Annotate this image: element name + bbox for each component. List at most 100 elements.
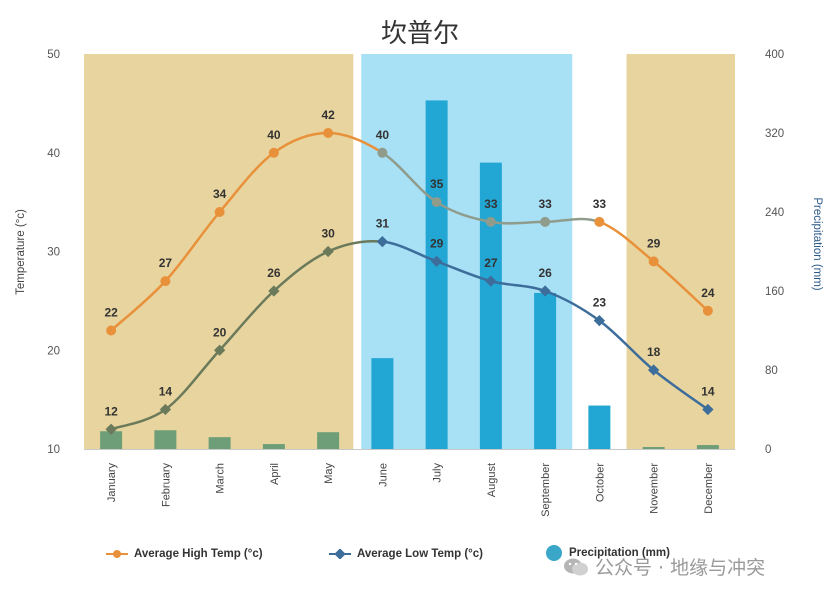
data-labels: 22 27 34 40 42 40 35 33 33 33 29 24 12 14 20 26 30 31 29 27… <box>104 108 714 418</box>
watermark-text: 公众号 · 地缘与冲突 <box>595 557 766 579</box>
low-temp-line-segment <box>436 260 492 283</box>
legend-item-high[interactable]: Average High Temp (°c) <box>106 548 263 560</box>
low-temp-label: 20 <box>213 325 227 339</box>
low-temp-point <box>485 275 497 287</box>
high-temp-line-segment <box>218 151 275 213</box>
x-axis-category-label: April <box>269 463 281 485</box>
season-band <box>626 54 735 449</box>
low-temp-point <box>539 285 551 297</box>
high-temp-label: 22 <box>104 306 118 320</box>
high-temp-label: 29 <box>647 236 661 250</box>
low-temp-label: 30 <box>321 227 335 241</box>
low-temp-label: 26 <box>538 266 552 280</box>
left-axis-tick: 30 <box>47 247 60 259</box>
right-axis-title: Precipitation (mm) <box>811 197 823 290</box>
left-axis-title: Temperature (°c) <box>15 209 27 295</box>
high-temp-line-segment <box>490 220 546 225</box>
low-temp-label: 27 <box>484 256 498 270</box>
precipitation-bar <box>588 405 611 449</box>
high-temp-label: 33 <box>538 197 552 211</box>
low-temp-label: 29 <box>430 236 444 250</box>
low-temp-label: 31 <box>376 217 390 231</box>
legend-high-swatch <box>106 550 128 558</box>
high-temp-label: 34 <box>213 187 227 201</box>
low-temp-point <box>593 314 606 327</box>
precipitation-bar <box>208 437 231 449</box>
low-temp-line-segment <box>544 289 601 322</box>
high-temp-point <box>106 325 117 336</box>
right-axis-tick: 240 <box>765 207 784 219</box>
right-axis-tick: 160 <box>765 286 784 298</box>
left-axis-tick: 10 <box>47 444 60 456</box>
low-temp-label: 14 <box>701 385 715 399</box>
axes: 10 20 30 40 50 0 80 160 240 320 400 Temperature (°c… <box>15 49 823 517</box>
legend-item-low[interactable]: Average Low Temp (°c) <box>329 548 483 560</box>
left-axis-tick: 50 <box>47 49 60 61</box>
high-temp-point <box>648 256 659 267</box>
high-temp-label: 42 <box>321 108 335 122</box>
x-axis-category-label: October <box>594 463 606 502</box>
left-axis-tick: 40 <box>47 148 60 160</box>
watermark: 公众号 · 地缘与冲突 <box>563 553 765 580</box>
x-axis-category-label: February <box>160 463 172 508</box>
low-temp-label: 23 <box>593 296 607 310</box>
high-temp-label: 27 <box>159 256 173 270</box>
precipitation-bar <box>100 431 123 449</box>
high-temp-point <box>268 147 279 158</box>
low-temp-point <box>430 255 443 268</box>
precipitation-bar <box>479 162 502 449</box>
high-temp-line-segment <box>381 151 438 204</box>
low-temp-line-segment <box>598 319 655 371</box>
low-temp-point <box>159 403 172 416</box>
wechat-icon <box>564 558 588 575</box>
low-temp-point <box>702 403 714 416</box>
high-temp-line-segment <box>598 220 655 263</box>
low-temp-point <box>268 285 280 297</box>
right-axis-tick: 400 <box>765 49 784 61</box>
x-axis-category-label: December <box>703 463 715 514</box>
legend-item-precip[interactable]: Precipitation (mm) <box>545 544 670 562</box>
low-temp-point <box>647 364 660 376</box>
precipitation-bars <box>100 100 719 449</box>
high-temp-point <box>540 216 551 227</box>
x-axis-category-label: May <box>323 463 335 484</box>
x-axis-category-label: November <box>649 463 661 514</box>
low-temp-label: 12 <box>104 404 118 418</box>
x-axis-category-label: July <box>432 463 444 483</box>
high-temp-label: 33 <box>593 197 607 211</box>
high-temp-point <box>323 128 334 138</box>
low-temp-label: 26 <box>267 266 281 280</box>
high-temp-point <box>214 207 225 217</box>
left-axis-tick: 20 <box>47 345 60 357</box>
low-temp-line-segment <box>164 349 221 411</box>
high-temp-label: 33 <box>484 197 498 211</box>
x-axis-category-label: March <box>215 463 227 494</box>
low-temp-line-segment <box>218 290 275 352</box>
season-band <box>84 54 354 449</box>
high-temp-label: 40 <box>376 128 390 142</box>
x-axis-category-label: August <box>486 463 498 497</box>
precipitation-bar <box>425 100 448 449</box>
precipitation-bar <box>262 444 285 449</box>
low-temp-label: 14 <box>159 385 173 399</box>
precipitation-bar <box>154 430 177 449</box>
chart-title: 坎普尔 <box>381 19 459 49</box>
x-axis-category-label: June <box>377 463 389 487</box>
high-temp-label: 24 <box>701 286 715 300</box>
high-temp-line-segment <box>164 211 221 282</box>
x-axis-category-label: January <box>106 463 118 503</box>
legend-low-swatch <box>329 549 351 559</box>
low-temp-point <box>213 344 226 356</box>
high-temp-point <box>702 305 713 316</box>
precipitation-bar <box>317 432 340 449</box>
high-temp-label: 35 <box>430 177 444 191</box>
legend-precip-label: Precipitation (mm) <box>569 547 670 559</box>
high-temp-label: 40 <box>267 128 281 142</box>
low-temp-point <box>322 245 334 258</box>
precipitation-bar <box>696 445 719 449</box>
x-axis-category-label: September <box>540 463 552 517</box>
season-bands <box>84 54 735 449</box>
right-axis-tick: 80 <box>765 365 778 377</box>
low-temp-label: 18 <box>647 345 661 359</box>
